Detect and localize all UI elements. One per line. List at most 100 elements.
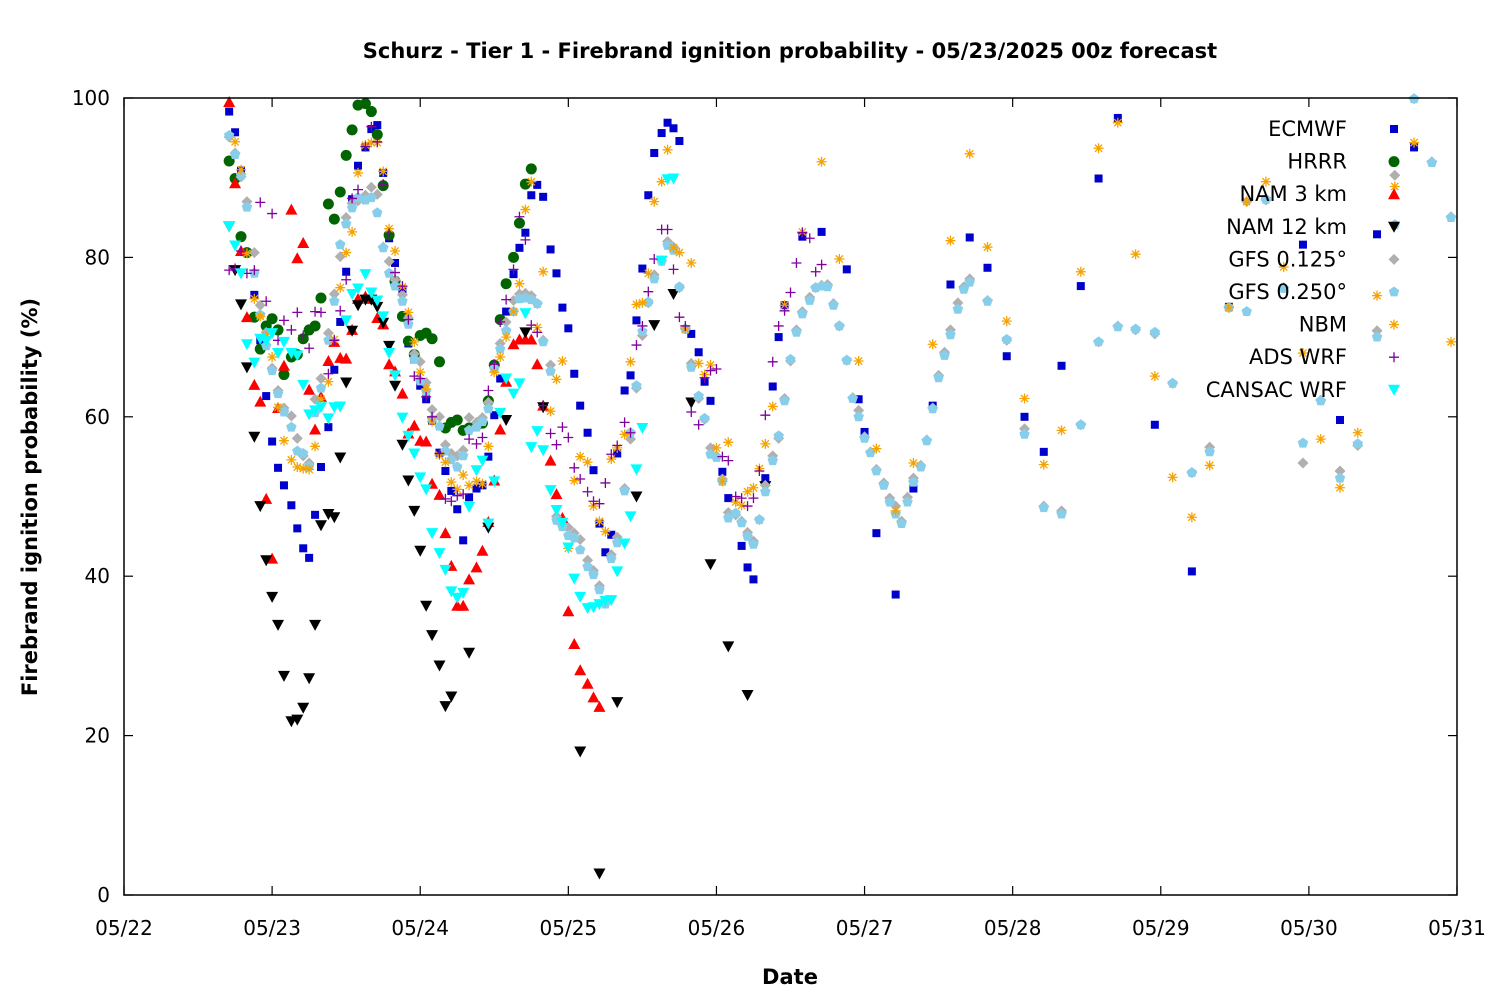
data-point bbox=[496, 374, 505, 383]
data-point bbox=[538, 266, 549, 277]
data-point bbox=[569, 532, 580, 543]
data-point bbox=[464, 480, 475, 491]
data-point bbox=[1149, 371, 1160, 382]
data-point bbox=[902, 496, 913, 507]
data-point bbox=[588, 569, 599, 580]
data-point bbox=[557, 356, 568, 367]
data-point bbox=[314, 520, 327, 532]
data-point bbox=[537, 445, 550, 457]
data-point bbox=[453, 505, 462, 514]
data-point bbox=[260, 336, 273, 348]
data-point bbox=[1019, 428, 1030, 439]
data-point bbox=[768, 382, 777, 391]
data-point bbox=[760, 438, 771, 449]
data-point bbox=[415, 373, 426, 384]
data-point bbox=[359, 269, 372, 281]
data-point bbox=[594, 498, 605, 509]
data-point bbox=[501, 332, 512, 343]
data-point bbox=[693, 358, 704, 369]
data-point bbox=[626, 371, 635, 380]
data-point bbox=[722, 641, 735, 653]
data-point bbox=[477, 416, 488, 426]
data-point bbox=[489, 367, 500, 378]
data-point bbox=[736, 500, 747, 511]
data-point bbox=[594, 516, 605, 527]
data-point bbox=[1204, 460, 1215, 471]
data-point bbox=[383, 358, 396, 370]
data-point bbox=[619, 485, 630, 496]
data-point bbox=[760, 410, 771, 421]
data-point bbox=[582, 554, 594, 566]
data-point bbox=[402, 335, 414, 347]
legend-label: CANSAC WRF bbox=[1206, 378, 1347, 402]
data-point bbox=[463, 424, 475, 435]
legend-marker bbox=[1388, 253, 1400, 265]
data-point bbox=[483, 385, 494, 396]
data-point bbox=[693, 390, 704, 401]
data-point bbox=[841, 354, 852, 365]
data-point bbox=[1001, 334, 1012, 344]
data-point bbox=[277, 359, 290, 371]
data-point bbox=[445, 691, 458, 703]
data-point bbox=[791, 326, 802, 337]
data-point bbox=[847, 393, 858, 403]
x-tick-label: 05/26 bbox=[688, 916, 746, 940]
data-point bbox=[452, 490, 463, 501]
series-ads-wrf bbox=[224, 121, 827, 512]
data-point bbox=[1038, 459, 1049, 470]
data-point bbox=[748, 482, 759, 493]
data-point bbox=[736, 493, 747, 504]
legend-label: ECMWF bbox=[1268, 117, 1347, 141]
data-point bbox=[254, 501, 267, 513]
data-point bbox=[538, 400, 549, 411]
data-point bbox=[754, 465, 765, 476]
data-point bbox=[717, 451, 728, 462]
data-point bbox=[582, 561, 593, 572]
data-point bbox=[408, 419, 421, 431]
data-point bbox=[767, 455, 778, 466]
x-tick-label: 05/28 bbox=[984, 916, 1042, 940]
data-point bbox=[274, 463, 283, 472]
data-point bbox=[470, 561, 483, 573]
data-point bbox=[495, 343, 506, 354]
data-point bbox=[476, 455, 489, 467]
data-point bbox=[433, 488, 446, 500]
y-tick-label: 80 bbox=[85, 245, 110, 269]
data-point bbox=[513, 217, 525, 229]
data-point bbox=[346, 202, 358, 213]
data-point bbox=[613, 449, 622, 458]
data-point bbox=[373, 121, 382, 130]
data-point bbox=[255, 311, 266, 322]
data-point bbox=[804, 294, 815, 305]
data-point bbox=[527, 191, 536, 200]
data-point bbox=[340, 315, 353, 327]
data-point bbox=[323, 376, 334, 387]
data-point bbox=[229, 240, 242, 252]
data-point bbox=[353, 184, 364, 195]
data-point bbox=[1373, 230, 1382, 239]
data-point bbox=[441, 466, 450, 475]
data-point bbox=[515, 243, 524, 252]
data-point bbox=[322, 355, 335, 367]
data-point bbox=[371, 295, 384, 307]
data-point bbox=[309, 423, 322, 435]
data-point bbox=[420, 600, 433, 612]
data-point bbox=[711, 363, 722, 374]
data-point bbox=[532, 327, 543, 338]
data-point bbox=[767, 356, 778, 367]
data-point bbox=[618, 538, 631, 550]
data-point bbox=[674, 312, 685, 323]
data-point bbox=[1260, 193, 1272, 204]
data-point bbox=[378, 242, 389, 253]
data-point bbox=[718, 467, 727, 476]
data-point bbox=[878, 479, 889, 490]
data-point bbox=[896, 518, 907, 528]
data-point bbox=[383, 255, 395, 267]
data-point bbox=[508, 306, 519, 317]
data-point bbox=[383, 340, 396, 352]
data-point bbox=[472, 484, 481, 493]
data-point bbox=[631, 380, 642, 391]
data-point bbox=[310, 306, 321, 317]
data-point bbox=[372, 136, 383, 147]
data-point bbox=[723, 512, 734, 523]
